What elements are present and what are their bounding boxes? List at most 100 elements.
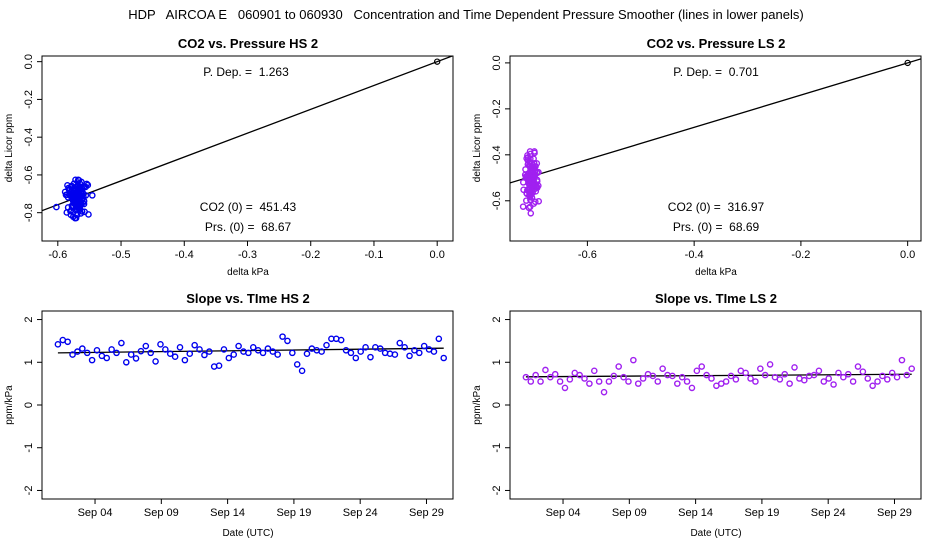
data-point (766, 361, 774, 368)
y-tick-label: -0.4 (491, 145, 503, 164)
data-point (284, 337, 291, 345)
panel-slope-vs-time-ls: Slope vs. TIme LS 2 Sep 04 Sep 09 Sep 14 Se… (472, 291, 922, 539)
data-point (620, 373, 627, 381)
y-tick-label: -2 (491, 486, 503, 496)
panel-slope-vs-time-hs: Slope vs. TIme HS 2 Sep 04 Sep 09 Sep 14 Se… (4, 291, 454, 539)
data-point (89, 192, 96, 199)
x-tick-label: Sep 29 (409, 507, 444, 519)
y-axis-label: delta Licor ppm (4, 114, 15, 182)
x-tick-label: Sep 19 (276, 507, 311, 519)
data-point (526, 203, 534, 211)
data-point (401, 344, 408, 351)
data-point (435, 335, 443, 343)
y-tick-label: 0.0 (491, 55, 503, 70)
data-point (196, 346, 203, 353)
y-tick-label: 0 (23, 402, 35, 408)
data-point (93, 347, 101, 354)
origin-point (904, 59, 911, 67)
x-tick-label: Sep 04 (546, 507, 581, 519)
data-point (527, 378, 535, 385)
data-point (411, 347, 418, 354)
y-tick-label: -2 (23, 486, 35, 496)
data-point (225, 354, 233, 362)
data-point (245, 349, 252, 357)
x-tick-label: Sep 09 (144, 507, 179, 519)
data-point (649, 372, 657, 380)
data-point (522, 373, 530, 381)
data-point (551, 370, 559, 378)
data-point (206, 348, 213, 355)
data-point (127, 351, 135, 358)
data-point (186, 350, 194, 358)
data-point (869, 382, 876, 390)
data-point (532, 371, 539, 379)
axes: -0.6 -0.4 -0.2 0.0 0.0 -0.2 -0.4 -0.6 (491, 55, 915, 261)
data-point (800, 376, 808, 384)
data-point (347, 349, 355, 357)
data-point (342, 347, 350, 354)
data-point (630, 356, 637, 364)
data-point (542, 366, 549, 374)
data-point (586, 380, 593, 387)
panel-title: Slope vs. TIme HS 2 (186, 291, 310, 306)
data-point (147, 349, 154, 357)
data-marks (54, 333, 448, 375)
x-axis-label: Date (UTC) (222, 528, 273, 539)
data-point (420, 342, 428, 350)
data-point (581, 375, 588, 382)
data-point (840, 373, 847, 381)
data-point (590, 367, 598, 375)
data-point (70, 180, 78, 187)
data-point (103, 354, 111, 362)
data-point (556, 378, 564, 385)
data-point (113, 349, 120, 357)
y-tick-label: 1 (491, 359, 503, 365)
data-point (523, 190, 531, 198)
x-tick-label: Sep 14 (210, 507, 245, 519)
data-point (903, 371, 911, 379)
data-point (693, 367, 701, 375)
data-point (639, 375, 647, 382)
data-point (703, 371, 710, 379)
x-axis-label: Date (UTC) (690, 528, 741, 539)
x-tick-label: -0.4 (685, 249, 704, 261)
smoother-line (525, 373, 912, 378)
data-point (605, 378, 613, 385)
annotation-prs-0: Prs. (0) = 68.67 (205, 220, 292, 234)
data-point (888, 369, 896, 377)
data-point (367, 353, 374, 361)
x-tick-label: -0.1 (364, 249, 383, 261)
x-tick-label: Sep 14 (678, 507, 713, 519)
figure-title: HDP AIRCOA E 060901 to 060930 Concentrat… (128, 7, 803, 22)
data-point (352, 354, 360, 362)
data-point (79, 189, 87, 197)
panel-title: Slope vs. TIme LS 2 (655, 291, 777, 306)
data-point (396, 339, 404, 347)
x-tick-label: -0.5 (112, 249, 131, 261)
y-tick-label: -0.2 (491, 99, 503, 118)
data-point (430, 348, 438, 355)
data-point (595, 378, 603, 385)
data-point (254, 347, 262, 354)
data-point (893, 373, 901, 381)
data-marks (522, 356, 916, 396)
data-point (625, 378, 632, 385)
data-point (298, 367, 306, 375)
data-point (825, 375, 832, 382)
data-point (279, 333, 286, 340)
data-point (357, 348, 364, 355)
data-point (391, 351, 399, 358)
x-tick-label: Sep 29 (877, 507, 912, 519)
data-point (77, 200, 85, 207)
x-tick-label: -0.4 (175, 249, 194, 261)
y-tick-label: -1 (491, 443, 503, 453)
y-tick-label: 1 (23, 359, 35, 365)
data-point (337, 336, 345, 344)
data-point (698, 363, 706, 370)
data-point (259, 349, 267, 357)
data-point (72, 176, 79, 184)
data-point (176, 344, 184, 351)
data-point (634, 380, 642, 387)
data-point (73, 192, 80, 200)
